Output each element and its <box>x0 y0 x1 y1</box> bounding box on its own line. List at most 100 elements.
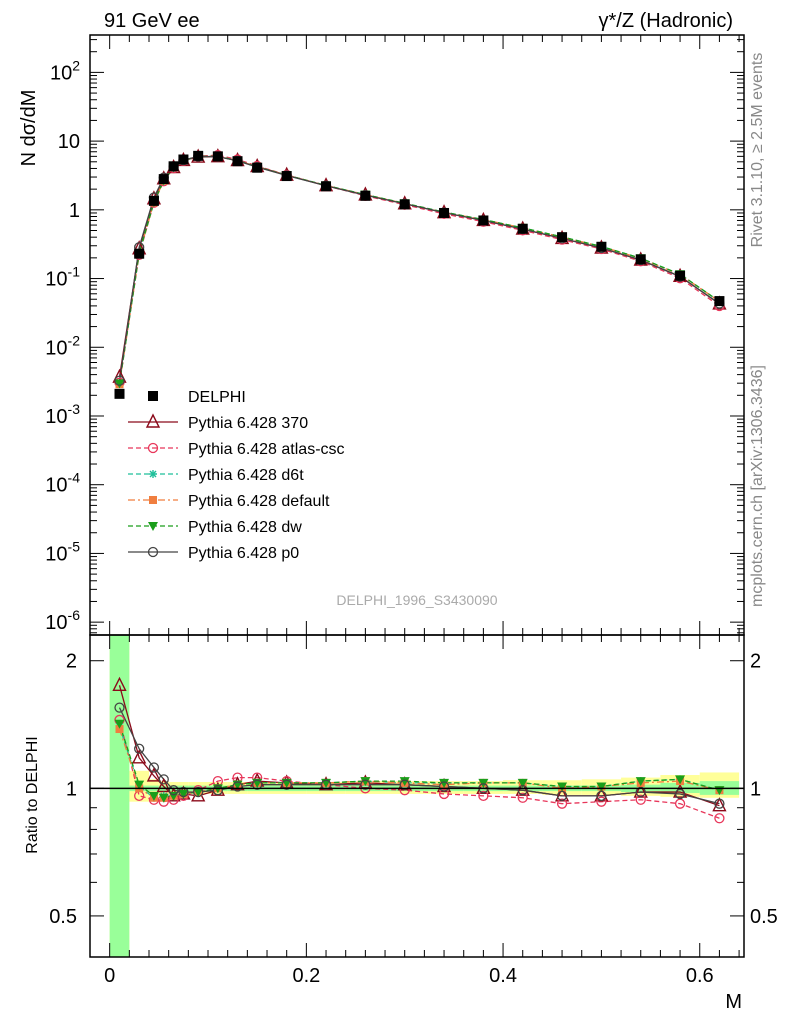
data-point <box>148 195 159 206</box>
ratio-panel-frame <box>89 634 745 958</box>
rivet-version-label: Rivet 3.1.10, ≥ 2.5M events <box>749 53 766 248</box>
series-line-2 <box>118 155 720 384</box>
ratio-point-4 <box>360 777 371 787</box>
ratio-point-5 <box>212 785 223 796</box>
ratio-point-5 <box>556 790 568 801</box>
data-point <box>281 171 292 182</box>
ratio-line-1 <box>118 719 720 819</box>
legend-entry: Pythia 6.428 p0 <box>128 545 299 562</box>
data-point <box>399 199 410 210</box>
data-point <box>212 151 223 162</box>
legend-label: Pythia 6.428 d6t <box>188 467 304 484</box>
x-tick-label: 0.4 <box>489 965 517 987</box>
ratio-point-4 <box>178 789 189 799</box>
ratio-point-4 <box>517 778 528 788</box>
legend-marker <box>148 391 158 401</box>
ratio-y-axis-label: Ratio to DELPHI <box>24 736 41 853</box>
ratio-point-4 <box>596 782 607 792</box>
legend-entry: Pythia 6.428 370 <box>128 413 308 432</box>
series-point-4 <box>114 379 125 389</box>
ratio-point-5 <box>596 790 607 801</box>
ratio-point-4 <box>635 777 646 787</box>
y-tick-label: 10-2 <box>45 332 80 359</box>
ratio-point-4 <box>439 778 450 788</box>
y-tick-label: 10 <box>58 131 80 153</box>
legend-entry: Pythia 6.428 atlas-csc <box>128 441 345 458</box>
ratio-point-4 <box>557 782 568 792</box>
data-point <box>158 174 169 185</box>
process-title: γ*/Z (Hadronic) <box>599 10 733 32</box>
legend-label: Pythia 6.428 dw <box>188 519 302 536</box>
ratio-point-5 <box>114 702 125 713</box>
ratio-y-tick-label: 2 <box>66 651 77 673</box>
ratio-point-4 <box>675 775 686 785</box>
legend-label: Pythia 6.428 p0 <box>188 545 299 562</box>
data-point <box>596 241 607 252</box>
ratio-point-1 <box>596 796 607 807</box>
data-point <box>232 156 243 167</box>
mcplots-label: mcplots.cern.ch [arXiv:1306.3436] <box>749 365 766 607</box>
ratio-point-0 <box>146 767 162 782</box>
data-point <box>517 223 528 234</box>
y-tick-label: 10-5 <box>45 538 80 565</box>
ratio-point-1 <box>517 792 528 803</box>
data-point <box>193 150 204 161</box>
ratio-point-5 <box>517 785 528 796</box>
ratio-point-0 <box>712 797 727 812</box>
ratio-point-5 <box>399 779 410 790</box>
ratio-point-5 <box>674 788 686 800</box>
ratio-point-5 <box>252 779 263 790</box>
data-point <box>635 254 646 265</box>
legend-entry: Pythia 6.428 dw <box>128 519 302 536</box>
ratio-point-4 <box>148 791 159 801</box>
analysis-watermark: DELPHI_1996_S3430090 <box>336 592 497 608</box>
x-axis-label: M <box>725 991 742 1013</box>
ratio-series-markers <box>112 676 727 824</box>
ratio-point-1 <box>556 798 568 809</box>
ratio-point-4 <box>134 780 145 790</box>
ratio-line-4 <box>118 723 720 799</box>
ratio-point-4 <box>158 793 169 803</box>
data-point <box>557 232 568 243</box>
x-tick-label: 0.6 <box>686 965 714 987</box>
legend-label: Pythia 6.428 atlas-csc <box>188 441 345 458</box>
ratio-point-5 <box>168 785 179 796</box>
ratio-point-5 <box>635 786 646 798</box>
axis-tick-labels: 0 0.2 0.4 0.6 10-6 10-5 10-4 10-3 10-2 10-1 1 10 102… <box>45 57 778 987</box>
legend-marker <box>148 522 158 531</box>
ratio-point-5 <box>360 779 371 790</box>
data-point <box>675 270 686 281</box>
ratio-line-5 <box>118 707 720 805</box>
data-point <box>252 162 263 173</box>
ratio-point-5 <box>438 781 450 792</box>
data-point <box>321 181 332 192</box>
y-tick-label: 10-4 <box>45 470 80 497</box>
series-point-5 <box>114 375 125 386</box>
energy-title: 91 GeV ee <box>104 10 200 32</box>
ratio-series-lines <box>118 685 720 819</box>
data-point <box>114 388 125 399</box>
series-line-5 <box>118 155 720 381</box>
legend-marker <box>145 413 161 428</box>
series-line-4 <box>118 155 720 384</box>
x-tick-label: 0 <box>104 965 115 987</box>
y-tick-label: 1 <box>69 200 80 222</box>
ratio-point-5 <box>148 762 160 773</box>
axis-ticks <box>90 35 744 958</box>
ratio-point-3 <box>115 725 124 734</box>
ratio-point-5 <box>320 779 332 790</box>
legend-label: Pythia 6.428 370 <box>188 415 308 432</box>
ratio-point-1 <box>674 798 686 809</box>
x-tick-label: 0.2 <box>292 965 320 987</box>
y-tick-label: 10-1 <box>45 264 80 291</box>
ratio-uncertainty-bands <box>109 635 740 957</box>
ratio-y-tick-label-right: 1 <box>750 778 761 800</box>
ratio-point-4 <box>114 719 125 729</box>
legend-label: Pythia 6.428 default <box>188 493 330 510</box>
ratio-point-5 <box>178 786 189 798</box>
ratio-point-5 <box>134 743 145 754</box>
ratio-point-1 <box>714 813 725 824</box>
data-point <box>478 215 489 226</box>
legend-marker <box>149 496 157 504</box>
